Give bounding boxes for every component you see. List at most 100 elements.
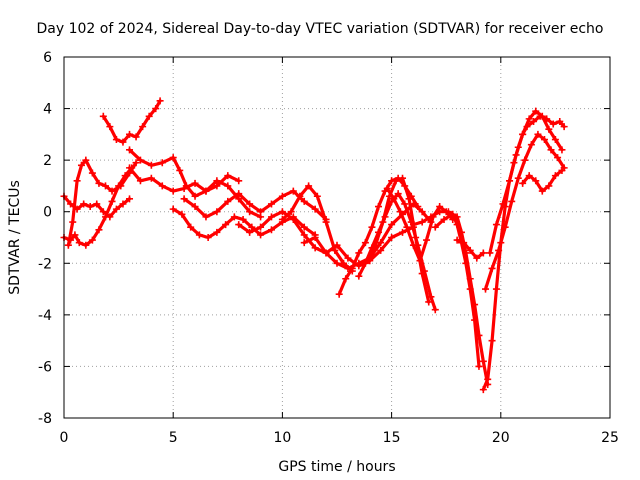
data-point: [202, 213, 210, 221]
data-point: [119, 138, 127, 146]
data-point: [287, 208, 295, 216]
data-point: [558, 166, 566, 174]
data-point: [403, 223, 411, 231]
series-track-21: [486, 107, 566, 257]
data-point: [418, 218, 426, 226]
data-point: [462, 259, 470, 267]
data-point: [372, 239, 380, 247]
data-point: [545, 125, 553, 133]
data-point: [180, 195, 188, 203]
data-point: [521, 156, 529, 164]
series-line: [182, 189, 328, 221]
data-point: [547, 146, 555, 154]
data-point: [499, 200, 507, 208]
data-point: [418, 270, 426, 278]
data-point: [399, 174, 407, 182]
data-point: [191, 192, 199, 200]
data-point: [551, 172, 559, 180]
data-point: [368, 223, 376, 231]
data-point: [126, 164, 134, 172]
data-point: [278, 192, 286, 200]
data-point: [305, 182, 313, 190]
y-tick-labels: -8 -6 -4 -2 0 2 4 6: [38, 50, 52, 427]
data-point: [348, 264, 356, 272]
data-point: [492, 285, 500, 293]
data-point: [112, 136, 120, 144]
data-point: [390, 195, 398, 203]
data-point: [169, 154, 177, 162]
data-point: [525, 172, 533, 180]
y-tick-label: 0: [43, 205, 52, 221]
series-track-1: [60, 192, 134, 221]
data-point: [322, 218, 330, 226]
data-point: [311, 244, 319, 252]
data-point: [95, 226, 103, 234]
series-track-8: [180, 187, 330, 223]
data-point: [405, 195, 413, 203]
data-point: [132, 133, 140, 141]
data-point: [538, 187, 546, 195]
data-point: [158, 182, 166, 190]
data-point: [388, 234, 396, 241]
data-point: [466, 246, 474, 254]
data-point: [88, 169, 96, 177]
data-point: [311, 234, 319, 241]
data-point: [230, 213, 238, 221]
data-point: [126, 146, 134, 154]
data-point: [213, 208, 221, 216]
data-point: [147, 161, 155, 169]
data-point: [224, 182, 232, 190]
chart-title: Day 102 of 2024, Sidereal Day-to-day VTE…: [37, 21, 604, 37]
data-point: [117, 182, 125, 190]
data-point: [235, 190, 243, 198]
data-point: [488, 337, 496, 345]
data-point: [289, 187, 297, 195]
plot-frame: [63, 56, 611, 419]
data-point: [300, 231, 308, 239]
data-point: [75, 239, 83, 247]
series-line: [66, 158, 138, 247]
data-point: [342, 275, 350, 283]
data-point: [479, 386, 487, 394]
data-point: [213, 228, 221, 236]
data-point: [423, 236, 431, 244]
data-point: [80, 200, 88, 208]
series-track-20: [482, 130, 568, 293]
data-point: [176, 166, 184, 174]
data-series: [60, 97, 568, 394]
data-point: [425, 298, 433, 306]
y-tick-label: 4: [43, 102, 52, 118]
data-point: [187, 223, 195, 231]
data-point: [355, 249, 363, 257]
axis-ticks: [63, 56, 611, 419]
data-point: [169, 205, 177, 213]
data-point: [202, 187, 210, 195]
data-point: [257, 231, 265, 239]
x-tick-label: 5: [169, 430, 178, 446]
data-point: [99, 208, 107, 216]
data-point: [158, 159, 166, 167]
data-point: [67, 200, 75, 208]
data-point: [545, 182, 553, 190]
data-point: [147, 174, 155, 182]
data-point: [471, 316, 479, 324]
data-point: [99, 112, 107, 120]
data-point: [444, 208, 452, 216]
data-point: [204, 234, 212, 241]
x-axis-label: GPS time / hours: [278, 459, 395, 475]
data-point: [460, 239, 468, 247]
data-point: [558, 146, 566, 154]
data-point: [554, 154, 562, 162]
data-point: [412, 234, 420, 241]
data-point: [486, 249, 494, 257]
data-point: [379, 218, 387, 226]
x-tick-label: 25: [601, 430, 619, 446]
data-point: [191, 203, 199, 211]
data-point: [322, 249, 330, 257]
data-point: [525, 115, 533, 123]
data-point: [488, 264, 496, 272]
series-line: [171, 207, 317, 240]
series-track-22: [519, 166, 566, 195]
data-point: [392, 177, 400, 185]
